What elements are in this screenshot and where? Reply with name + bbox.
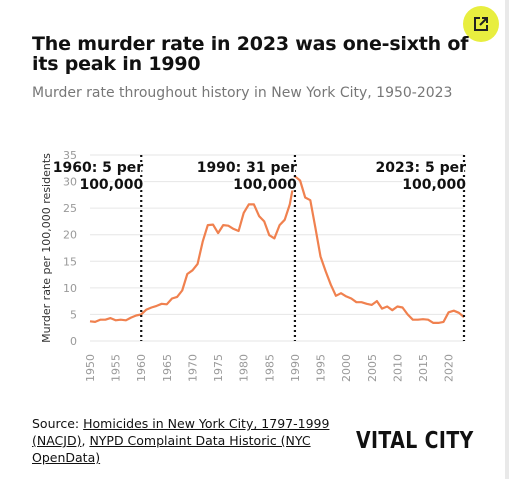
x-tick-label: 2010 [391,354,404,382]
x-tick-label: 1955 [110,354,123,382]
chart-title: The murder rate in 2023 was one-sixth of… [32,33,469,75]
y-tick-label: 10 [63,282,77,295]
frame-edge [505,0,509,479]
annotation-label-line1: 2023: 5 per [376,160,467,176]
y-tick-label: 35 [63,149,77,162]
x-tick-label: 1950 [84,354,97,382]
annotation-label-line1: 1990: 31 per [197,160,297,176]
y-tick-label: 30 [63,176,77,189]
expand-button[interactable] [463,6,499,42]
annotation-label-line1: 1960: 5 per [53,160,144,176]
annotation-label-line2: 100,000 [402,177,466,193]
y-axis-label: Murder rate per 100,000 residents [40,153,53,343]
x-tick-label: 1965 [161,354,174,382]
x-tick-label: 2015 [417,354,430,382]
annotation-label: 2023: 5 per 100,000 [376,160,467,193]
source-link-nypd[interactable]: NYPD Complaint Data Historic (NYC OpenDa… [32,433,311,465]
x-tick-label: 1980 [238,354,251,382]
y-tick-label: 20 [63,229,77,242]
source-separator: , [81,433,90,448]
external-link-icon [474,17,488,31]
murder-rate-line [89,175,465,324]
x-tick-label: 1985 [263,354,276,382]
annotation-label: 1990: 31 per 100,000 [197,160,297,193]
x-tick-label: 1995 [315,354,328,382]
murder-rate-chart: 0 5 10 15 20 25 30 35 Murder rate per 100,000 re… [40,149,468,382]
vital-city-logo: VITAL CITY [356,428,474,454]
annotation-label-line2: 100,000 [233,177,297,193]
annotation-label: 1960: 5 per 100,000 [53,160,144,193]
annotation-label-line2: 100,000 [79,177,143,193]
y-tick-label: 5 [70,308,77,321]
x-tick-label: 1970 [186,354,199,382]
source-link-nacjd[interactable]: Homicides in New York City, 1797-1999 (N… [32,416,330,448]
x-tick-label: 2005 [366,354,379,382]
x-tick-label: 1975 [212,354,225,382]
x-tick-label: 1990 [289,354,302,382]
y-tick-label: 25 [63,202,77,215]
y-tick-label: 15 [63,255,77,268]
chart-subtitle: Murder rate throughout history in New Yo… [32,85,453,101]
x-tick-label: 2020 [443,354,456,382]
x-tick-label: 2000 [340,354,353,382]
x-tick-label: 1960 [135,354,148,382]
source-note: Source: Homicides in New York City, 1797… [32,415,352,466]
source-prefix: Source: [32,416,84,431]
y-tick-label: 0 [70,335,77,348]
